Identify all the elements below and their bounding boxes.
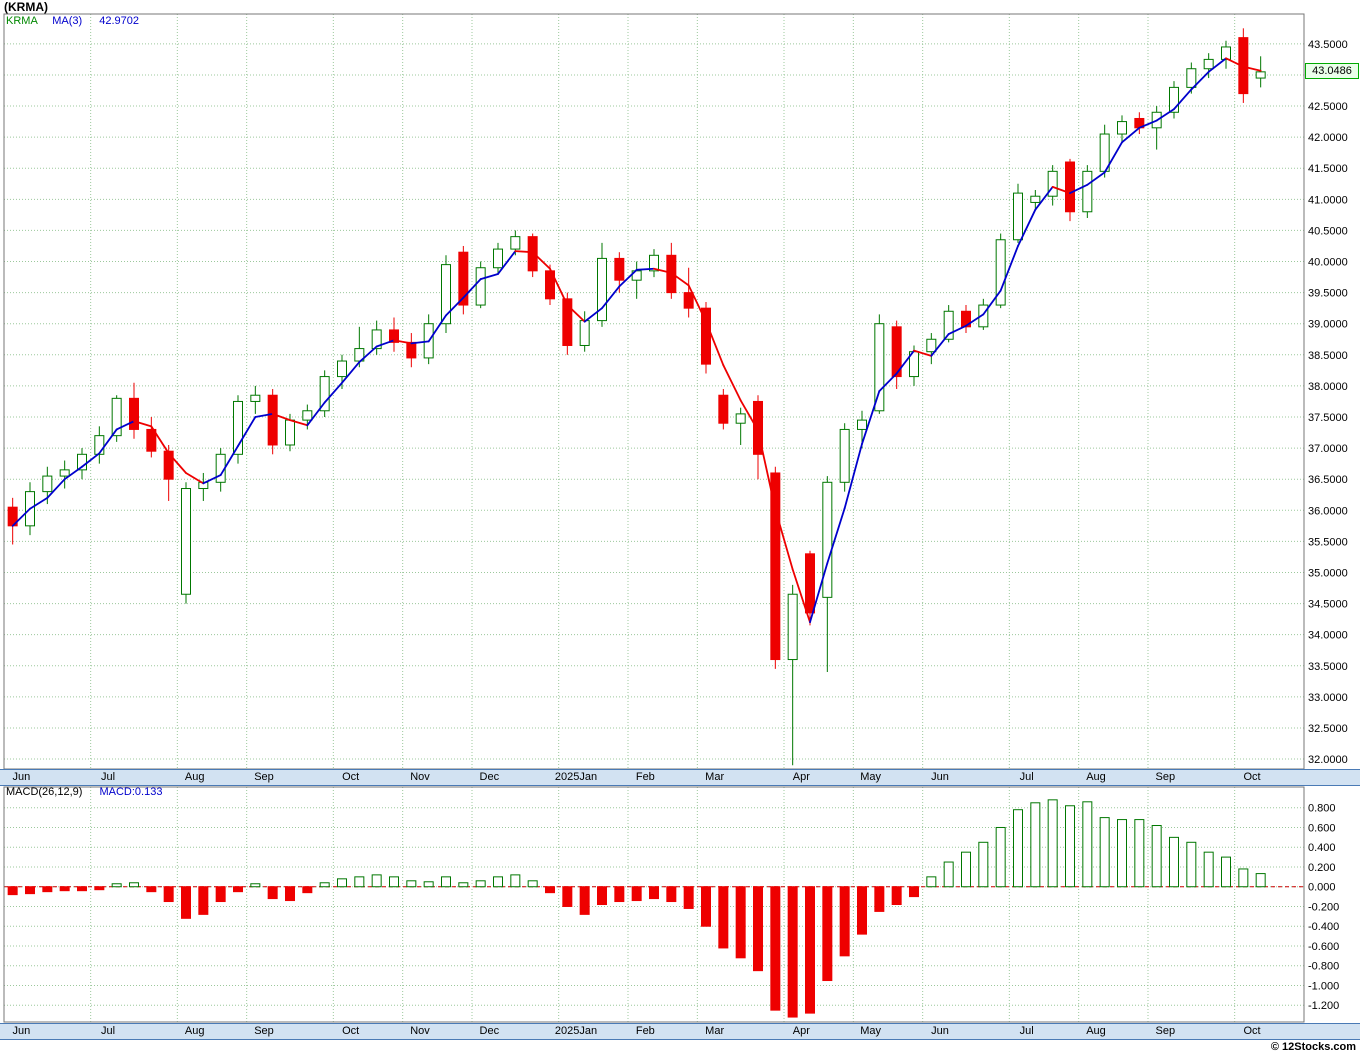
month-label: Aug bbox=[1086, 1025, 1106, 1037]
month-label: Aug bbox=[184, 771, 205, 783]
svg-text:42.5000: 42.5000 bbox=[1308, 101, 1348, 113]
month-label: Nov bbox=[410, 771, 430, 783]
month-label: Sep bbox=[1155, 1025, 1176, 1037]
month-label: Dec bbox=[479, 771, 500, 783]
svg-text:0.000: 0.000 bbox=[1308, 882, 1336, 894]
svg-text:43.5000: 43.5000 bbox=[1308, 39, 1348, 51]
month-label: Sep bbox=[1155, 771, 1176, 783]
svg-text:39.5000: 39.5000 bbox=[1308, 288, 1348, 300]
svg-text:42.0000: 42.0000 bbox=[1308, 132, 1348, 144]
legend-ma-label: MA(3) bbox=[52, 15, 83, 27]
price-legend: KRMA MA(3) 42.9702 bbox=[6, 15, 139, 27]
svg-text:-0.200: -0.200 bbox=[1308, 901, 1339, 913]
month-label: Jul bbox=[100, 1025, 116, 1037]
month-label: Jun bbox=[12, 1025, 31, 1037]
month-label: Jul bbox=[1019, 771, 1034, 783]
svg-text:32.5000: 32.5000 bbox=[1308, 723, 1348, 735]
month-label: Aug bbox=[184, 1025, 205, 1037]
month-label: Apr bbox=[792, 1025, 810, 1037]
svg-text:-0.600: -0.600 bbox=[1308, 941, 1339, 953]
month-label: Jun bbox=[931, 1025, 949, 1037]
month-label: Oct bbox=[342, 771, 360, 783]
legend-ma-value: 42.9702 bbox=[99, 15, 140, 27]
svg-text:-1.200: -1.200 bbox=[1308, 1000, 1339, 1012]
month-label: Nov bbox=[410, 1025, 430, 1037]
month-label: Feb bbox=[635, 771, 655, 783]
month-label: Jun bbox=[931, 771, 949, 783]
month-label: 2025Jan bbox=[554, 771, 598, 783]
month-label: Oct bbox=[342, 1025, 360, 1037]
last-price-tag: 43.0486 bbox=[1305, 62, 1359, 79]
chart-title: (KRMA) bbox=[4, 0, 48, 14]
svg-text:40.5000: 40.5000 bbox=[1308, 225, 1348, 237]
svg-text:0.800: 0.800 bbox=[1308, 803, 1336, 815]
month-label: 2025Jan bbox=[554, 1025, 598, 1037]
month-label: Sep bbox=[254, 1025, 274, 1037]
svg-text:40.0000: 40.0000 bbox=[1308, 257, 1348, 269]
month-label: Apr bbox=[792, 771, 810, 783]
month-label: Oct bbox=[1243, 771, 1261, 783]
svg-text:-1.000: -1.000 bbox=[1308, 980, 1339, 992]
watermark: © 12Stocks.com bbox=[1270, 1041, 1356, 1053]
legend-symbol: KRMA bbox=[6, 15, 38, 27]
svg-text:34.5000: 34.5000 bbox=[1308, 599, 1348, 611]
svg-text:37.5000: 37.5000 bbox=[1308, 412, 1348, 424]
svg-text:0.200: 0.200 bbox=[1308, 862, 1336, 874]
month-label: Jun bbox=[12, 771, 31, 783]
svg-text:32.0000: 32.0000 bbox=[1308, 754, 1348, 766]
svg-text:33.0000: 33.0000 bbox=[1308, 692, 1348, 704]
month-label: Jul bbox=[100, 771, 116, 783]
month-label: Jul bbox=[1019, 1025, 1034, 1037]
svg-text:38.5000: 38.5000 bbox=[1308, 350, 1348, 362]
month-label: Dec bbox=[479, 1025, 500, 1037]
svg-text:39.0000: 39.0000 bbox=[1308, 319, 1348, 331]
svg-text:0.600: 0.600 bbox=[1308, 822, 1336, 834]
month-label: Sep bbox=[254, 771, 274, 783]
svg-text:-0.800: -0.800 bbox=[1308, 961, 1339, 973]
svg-text:37.0000: 37.0000 bbox=[1308, 443, 1348, 455]
svg-text:36.0000: 36.0000 bbox=[1308, 505, 1348, 517]
month-label: May bbox=[860, 1025, 882, 1037]
svg-text:33.5000: 33.5000 bbox=[1308, 661, 1348, 673]
month-axis-bottom: Jun Jul Aug Sep Oct Nov Dec 2025Jan Feb Mar Apr May… bbox=[0, 1023, 1360, 1040]
svg-text:41.5000: 41.5000 bbox=[1308, 163, 1348, 175]
macd-legend: MACD(26,12,9) MACD:0.133 bbox=[6, 786, 162, 798]
month-label: Feb bbox=[635, 1025, 655, 1037]
svg-text:38.0000: 38.0000 bbox=[1308, 381, 1348, 393]
svg-text:34.0000: 34.0000 bbox=[1308, 630, 1348, 642]
svg-text:41.0000: 41.0000 bbox=[1308, 194, 1348, 206]
svg-text:-0.400: -0.400 bbox=[1308, 921, 1339, 933]
month-label: Mar bbox=[705, 771, 725, 783]
month-label: Oct bbox=[1243, 1025, 1261, 1037]
month-label: Mar bbox=[705, 1025, 725, 1037]
month-axis-top: Jun Jul Aug Sep Oct Nov Dec 2025Jan Feb Mar Apr May… bbox=[0, 769, 1360, 786]
svg-text:36.5000: 36.5000 bbox=[1308, 474, 1348, 486]
macd-value: MACD:0.133 bbox=[99, 786, 163, 798]
svg-text:0.400: 0.400 bbox=[1308, 842, 1336, 854]
svg-text:35.5000: 35.5000 bbox=[1308, 536, 1348, 548]
svg-text:35.0000: 35.0000 bbox=[1308, 567, 1348, 579]
macd-label: MACD(26,12,9) bbox=[6, 786, 83, 798]
month-label: May bbox=[860, 771, 882, 783]
month-label: Aug bbox=[1086, 771, 1106, 783]
